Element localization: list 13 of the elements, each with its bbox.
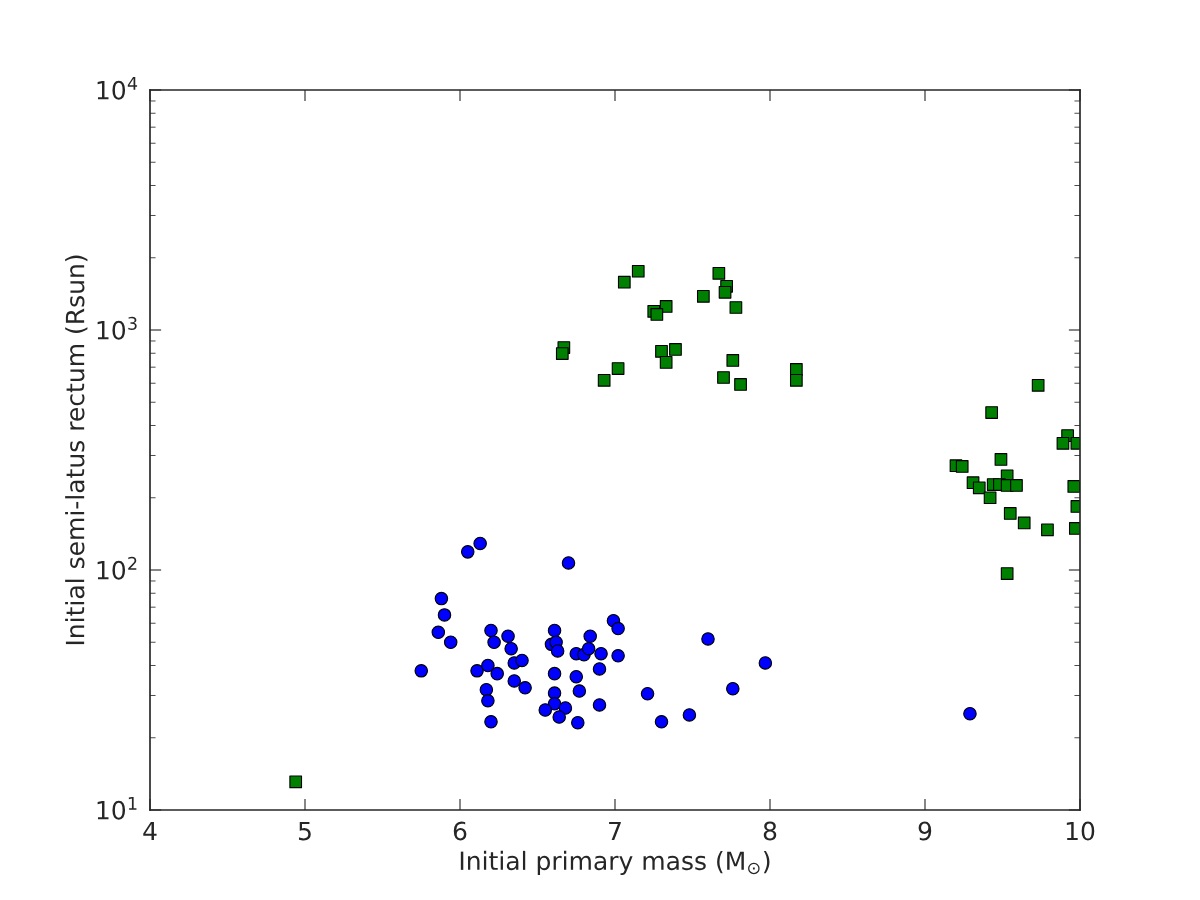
y-tick-label: 10$^{3}$	[97, 316, 137, 340]
x-tick-label: 7	[609, 821, 621, 841]
y-tick-label: 10$^{4}$	[97, 77, 138, 100]
x-tick-label: 10	[1066, 821, 1095, 841]
x-tick-label: 9	[918, 821, 932, 841]
x-tick-label: 4	[143, 821, 157, 841]
x-tick-label: 8	[763, 821, 777, 841]
y-axis-title: Initial semi-latus rectum (Rsun)	[65, 255, 88, 645]
x-tick-label: 6	[453, 821, 467, 841]
y-tick-label: 10$^{1}$	[97, 797, 137, 820]
x-tick-label: 5	[298, 821, 311, 841]
y-tick-label: 10$^{2}$	[97, 556, 137, 580]
x-axis-title: Initial primary mass (M$_{⊙}$)	[460, 850, 770, 876]
